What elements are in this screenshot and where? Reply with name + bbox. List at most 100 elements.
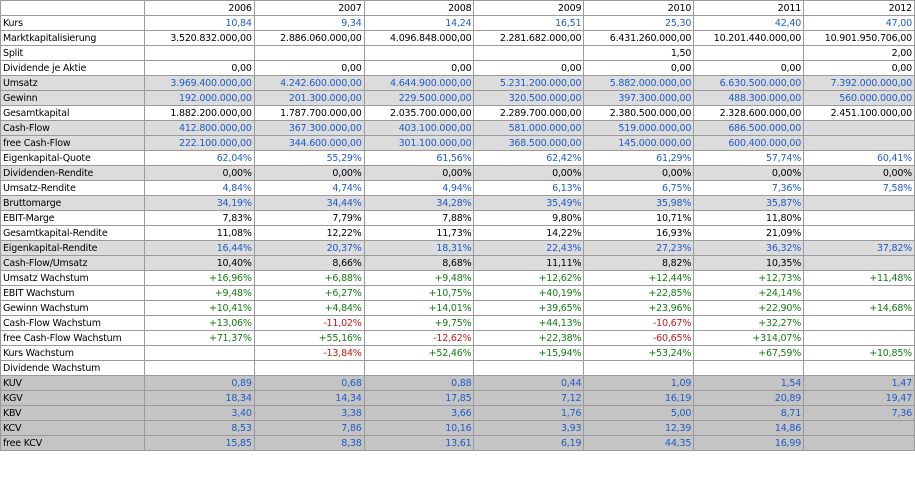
data-cell[interactable]: 581.000.000,00 [473,120,585,136]
data-cell[interactable]: 1.787.700.000,00 [253,105,365,121]
row-label[interactable]: KUV [0,375,145,391]
data-cell[interactable]: +53,24% [583,345,695,361]
data-cell[interactable]: 0,00% [473,165,585,181]
data-cell[interactable]: 7,86 [253,420,365,436]
data-cell[interactable] [803,225,915,241]
row-label[interactable]: Cash-Flow Wachstum [0,315,145,331]
data-cell[interactable] [803,195,915,211]
data-cell[interactable]: 0,00% [693,165,805,181]
data-cell[interactable]: 6,13% [473,180,585,196]
data-cell[interactable]: 10,35% [693,255,805,271]
data-cell[interactable]: 5,00 [583,405,695,421]
data-cell[interactable]: -11,02% [253,315,365,331]
data-cell[interactable]: 8,82% [583,255,695,271]
data-cell[interactable]: 10.901.950.706,00 [803,30,915,46]
row-label[interactable]: Cash-Flow [0,120,145,136]
data-cell[interactable]: 2.451.100.000,00 [803,105,915,121]
data-cell[interactable]: 229.500.000,00 [363,90,475,106]
data-cell[interactable]: 560.000.000,00 [803,90,915,106]
data-cell[interactable]: 2,00 [803,45,915,61]
data-cell[interactable] [693,45,805,61]
row-label[interactable]: Eigenkapital-Quote [0,150,145,166]
data-cell[interactable]: 0,00 [803,60,915,76]
data-cell[interactable]: 8,66% [253,255,365,271]
data-cell[interactable]: 201.300.000,00 [253,90,365,106]
data-cell[interactable]: +15,94% [473,345,585,361]
data-cell[interactable]: 0,00 [473,60,585,76]
data-cell[interactable]: 13,61 [363,435,475,451]
data-cell[interactable]: 7,36% [693,180,805,196]
data-cell[interactable]: 192.000.000,00 [143,90,255,106]
data-cell[interactable]: 11,73% [363,225,475,241]
row-label[interactable]: EBIT-Marge [0,210,145,226]
data-cell[interactable]: 301.100.000,00 [363,135,475,151]
data-cell[interactable]: 7,79% [253,210,365,226]
row-label[interactable]: Cash-Flow/Umsatz [0,255,145,271]
row-label[interactable]: free KCV [0,435,145,451]
data-cell[interactable]: 0,00 [693,60,805,76]
data-cell[interactable]: 27,23% [583,240,695,256]
data-cell[interactable]: +44,13% [473,315,585,331]
data-cell[interactable] [253,45,365,61]
data-cell[interactable]: 7,88% [363,210,475,226]
data-cell[interactable]: 0,44 [473,375,585,391]
data-cell[interactable]: 61,56% [363,150,475,166]
data-cell[interactable]: 686.500.000,00 [693,120,805,136]
row-label[interactable]: Kurs Wachstum [0,345,145,361]
data-cell[interactable]: 2.281.682.000,00 [473,30,585,46]
data-cell[interactable]: -12,62% [363,330,475,346]
data-cell[interactable]: 55,29% [253,150,365,166]
data-cell[interactable]: 8,53 [143,420,255,436]
data-cell[interactable] [803,315,915,331]
data-cell[interactable]: +67,59% [693,345,805,361]
row-label[interactable]: Umsatz-Rendite [0,180,145,196]
data-cell[interactable]: 488.300.000,00 [693,90,805,106]
data-cell[interactable]: 20,37% [253,240,365,256]
data-cell[interactable]: 0,00% [253,165,365,181]
data-cell[interactable]: 600.400.000,00 [693,135,805,151]
data-cell[interactable] [803,135,915,151]
data-cell[interactable]: 35,87% [693,195,805,211]
data-cell[interactable] [143,345,255,361]
data-cell[interactable]: 4,94% [363,180,475,196]
data-cell[interactable]: 16,93% [583,225,695,241]
row-label[interactable]: Gesamtkapital [0,105,145,121]
data-cell[interactable]: +9,48% [363,270,475,286]
data-cell[interactable]: +24,14% [693,285,805,301]
data-cell[interactable]: 35,98% [583,195,695,211]
data-cell[interactable]: 1,09 [583,375,695,391]
row-label[interactable]: free Cash-Flow [0,135,145,151]
data-cell[interactable]: 0,89 [143,375,255,391]
data-cell[interactable] [803,285,915,301]
data-cell[interactable]: 0,00 [363,60,475,76]
row-label[interactable]: KBV [0,405,145,421]
data-cell[interactable]: 0,00 [583,60,695,76]
row-label[interactable]: Gewinn Wachstum [0,300,145,316]
data-cell[interactable]: 7.392.000.000,00 [803,75,915,91]
data-cell[interactable] [143,360,255,376]
data-cell[interactable]: 368.500.000,00 [473,135,585,151]
data-cell[interactable]: +71,37% [143,330,255,346]
data-cell[interactable]: +32,27% [693,315,805,331]
data-cell[interactable]: 1,47 [803,375,915,391]
data-cell[interactable]: 17,85 [363,390,475,406]
data-cell[interactable]: 7,58% [803,180,915,196]
year-header[interactable]: 2010 [583,0,695,16]
data-cell[interactable]: 7,36 [803,405,915,421]
data-cell[interactable]: 25,30 [583,15,695,31]
data-cell[interactable]: 1,76 [473,405,585,421]
data-cell[interactable]: 6,75% [583,180,695,196]
data-cell[interactable]: +13,06% [143,315,255,331]
data-cell[interactable]: +10,75% [363,285,475,301]
data-cell[interactable]: +22,38% [473,330,585,346]
data-cell[interactable]: 412.800.000,00 [143,120,255,136]
data-cell[interactable]: 3,38 [253,405,365,421]
row-label[interactable]: KCV [0,420,145,436]
data-cell[interactable]: 22,43% [473,240,585,256]
data-cell[interactable]: 8,71 [693,405,805,421]
data-cell[interactable]: 12,22% [253,225,365,241]
data-cell[interactable]: -10,67% [583,315,695,331]
data-cell[interactable]: 10,71% [583,210,695,226]
data-cell[interactable]: 3.969.400.000,00 [143,75,255,91]
data-cell[interactable]: 3,66 [363,405,475,421]
